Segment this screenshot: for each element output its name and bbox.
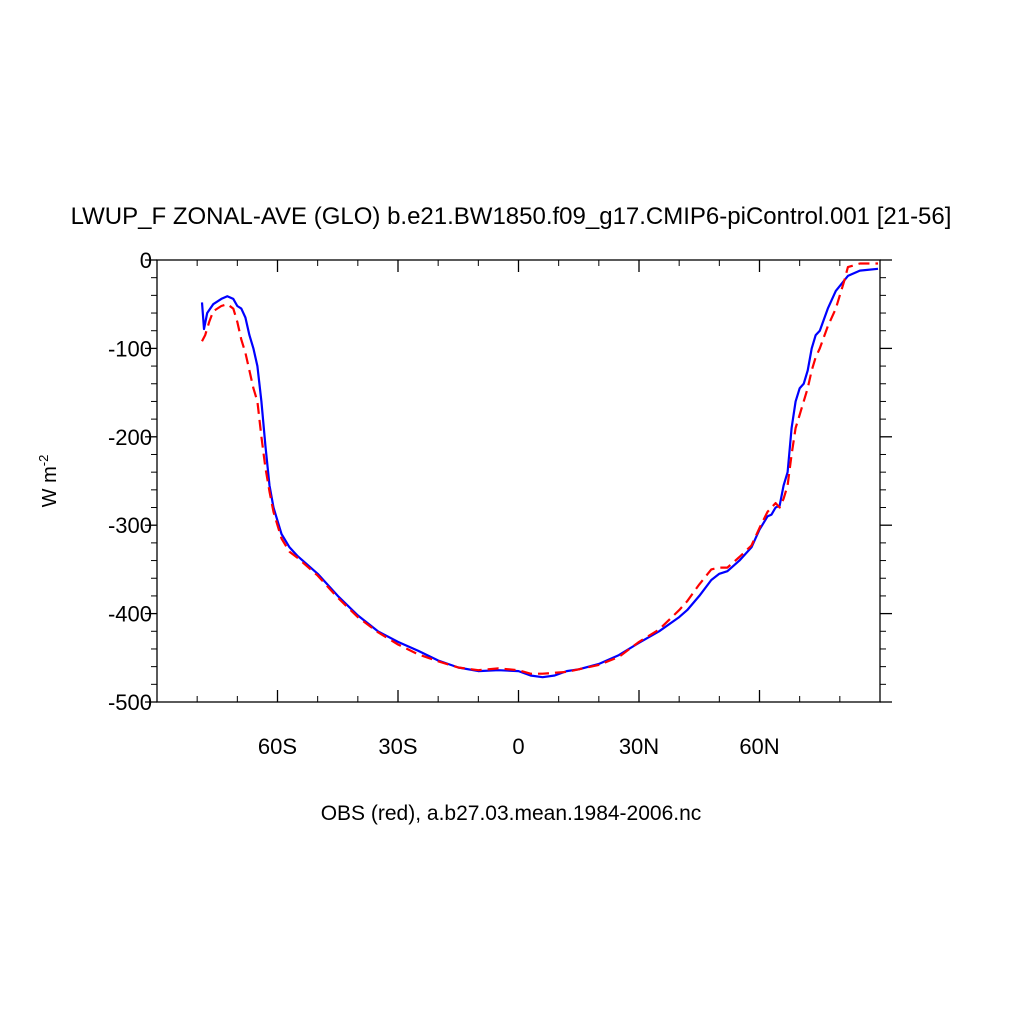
x-tick-label: 30N xyxy=(619,734,659,759)
series-layer xyxy=(200,262,879,679)
series-line-obs xyxy=(201,262,878,675)
chart-footer: OBS (red), a.b27.03.mean.1984-2006.nc xyxy=(321,802,702,825)
y-axis-label-exponent: -2 xyxy=(36,455,51,467)
y-axis-label: W m-2 xyxy=(36,455,61,508)
y-axis-major-ticks xyxy=(145,259,892,703)
chart-title: LWUP_F ZONAL-AVE (GLO) b.e21.BW1850.f09_… xyxy=(71,203,952,230)
y-tick-label: 0 xyxy=(140,248,152,273)
plot-frame xyxy=(156,259,881,703)
x-axis-major-ticks xyxy=(276,260,761,702)
y-tick-label: -100 xyxy=(108,336,152,361)
y-tick-label: -200 xyxy=(108,425,152,450)
y-axis-tick-labels: 0 -100 -200 -300 -400 -500 xyxy=(108,248,152,715)
x-tick-label: 60N xyxy=(739,734,779,759)
x-axis-tick-labels: 60S 30S 0 30N 60N xyxy=(258,734,780,759)
y-tick-label: -300 xyxy=(108,513,152,538)
x-tick-label: 0 xyxy=(512,734,524,759)
series-line-model xyxy=(200,267,879,679)
x-tick-label: 60S xyxy=(258,734,297,759)
x-tick-label: 30S xyxy=(378,734,417,759)
y-tick-label: -500 xyxy=(108,690,152,715)
y-axis-label-unit: W m xyxy=(39,466,61,507)
y-tick-label: -400 xyxy=(108,602,152,627)
minor-ticks xyxy=(151,260,886,702)
